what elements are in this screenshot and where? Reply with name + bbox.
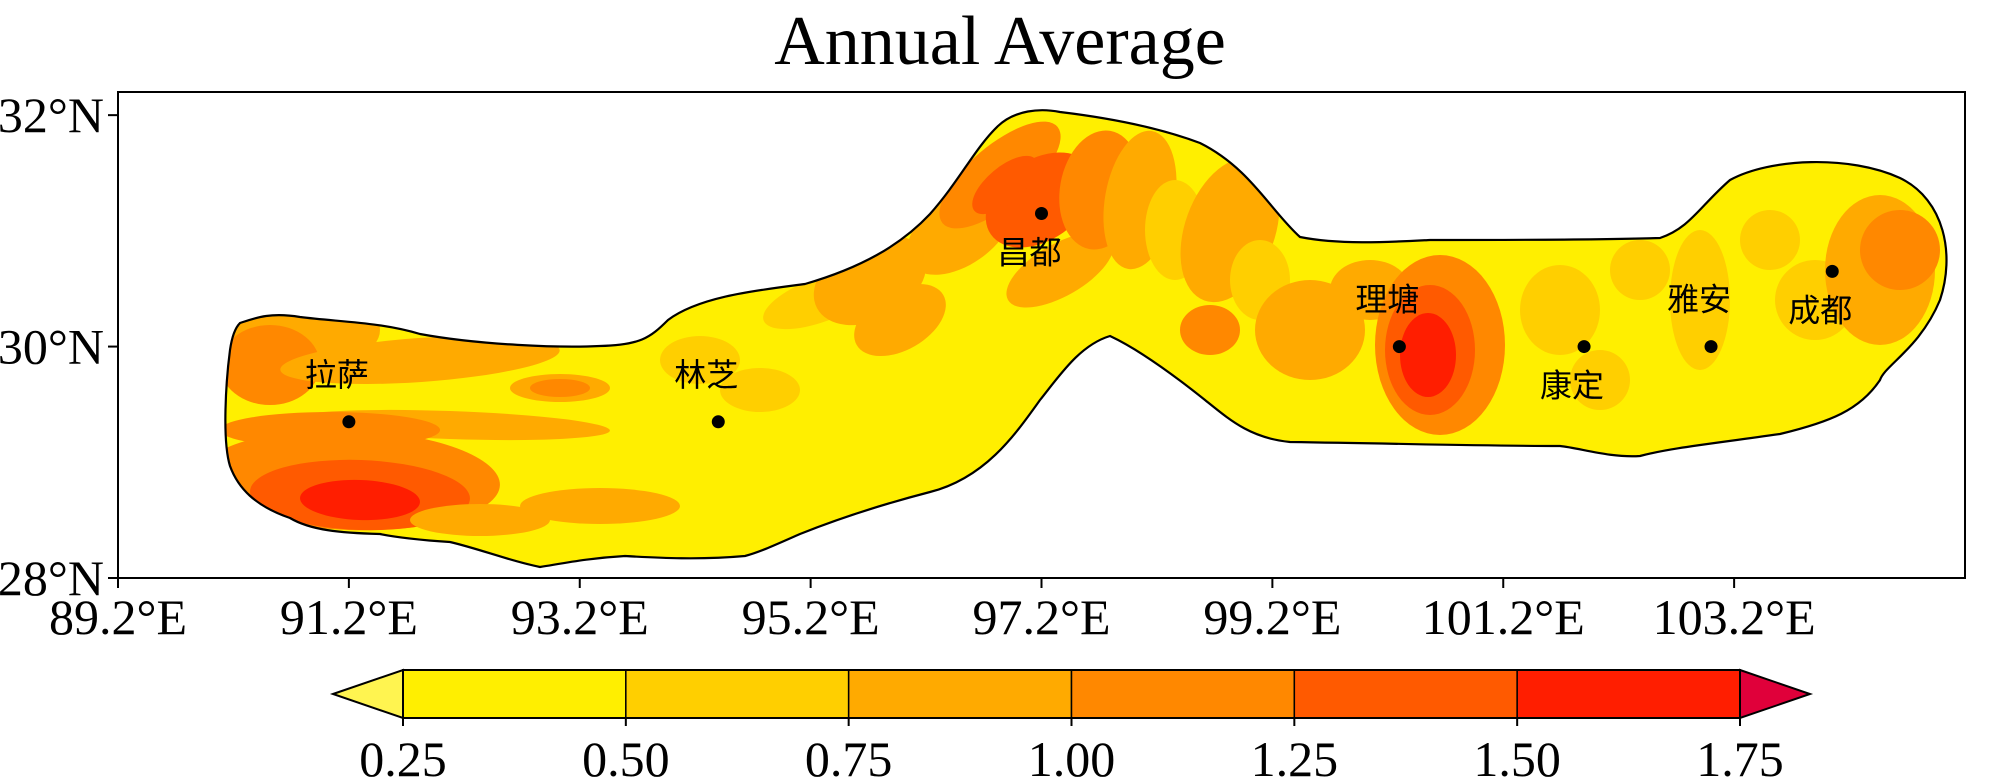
lon-tick-label: 101.2°E — [1422, 589, 1585, 645]
city-marker — [342, 415, 356, 429]
field-blob — [972, 155, 1038, 215]
colorbar-tick-label: 1.00 — [1028, 731, 1116, 783]
field-blob — [410, 504, 550, 536]
field-blob — [520, 488, 680, 524]
colorbar-under-arrow — [329, 668, 404, 720]
city-label: 昌都 — [997, 234, 1061, 272]
field-blob — [530, 379, 590, 397]
lon-tick-label: 95.2°E — [742, 589, 880, 645]
field-blob — [1520, 265, 1600, 355]
city-marker — [1825, 264, 1839, 278]
city-marker — [1392, 340, 1406, 354]
field-blob — [660, 336, 740, 384]
city-label: 康定 — [1540, 367, 1604, 405]
colorbar-tick-label: 0.50 — [582, 731, 670, 783]
field-blob — [1400, 313, 1456, 397]
lat-tick-label: 30°N — [0, 319, 104, 375]
city-label: 拉萨 — [305, 356, 369, 394]
city-label: 理塘 — [1355, 281, 1419, 319]
city-label: 雅安 — [1667, 281, 1731, 319]
lat-tick-label: 32°N — [0, 87, 104, 143]
city-marker — [1704, 340, 1718, 354]
lat-tick-label: 28°N — [0, 550, 104, 606]
city-marker — [711, 415, 725, 429]
city-label: 成都 — [1788, 291, 1852, 329]
field-blob — [1740, 210, 1800, 270]
field-blob — [300, 479, 420, 521]
region-border — [224, 109, 1948, 569]
colorbar-tick-label: 0.25 — [359, 731, 447, 783]
region-outline — [224, 109, 1948, 569]
colorbar-tick-label: 1.25 — [1251, 731, 1339, 783]
lon-tick-label: 91.2°E — [280, 589, 418, 645]
field-blob — [1670, 230, 1730, 370]
colorbar-tick-label: 0.75 — [805, 731, 893, 783]
field-blob — [1570, 350, 1630, 410]
field-blob — [1610, 240, 1670, 300]
lon-tick-label: 99.2°E — [1203, 589, 1341, 645]
colorbar: 0.25 0.50 0.75 1.00 1.25 1.50 1.75 — [329, 668, 1814, 783]
field-blob — [1006, 232, 1114, 308]
colorbar-over-arrow — [1739, 668, 1814, 720]
field-blob — [225, 325, 320, 405]
colorbar-segment — [1516, 669, 1741, 719]
field-blob — [280, 335, 560, 385]
colorbar-segment — [1070, 669, 1296, 719]
field-blob — [720, 368, 800, 412]
lon-tick-label: 93.2°E — [511, 589, 649, 645]
colorbar-tick-label: 1.75 — [1696, 731, 1784, 783]
map-title: Annual Average — [774, 3, 1226, 80]
city-marker — [1035, 207, 1048, 220]
lon-tick-label: 103.2°E — [1653, 589, 1816, 645]
city-marker — [1577, 340, 1591, 354]
field-blob — [1180, 305, 1240, 355]
colorbar-segment — [847, 669, 1073, 719]
colorbar-segment — [402, 669, 627, 719]
axis-ticks: 89.2°E 91.2°E 93.2°E 95.2°E 97.2°E 99.2°E 101.… — [0, 87, 1816, 645]
field-blob — [854, 283, 946, 357]
lon-tick-label: 97.2°E — [972, 589, 1110, 645]
lon-tick-label: 89.2°E — [49, 589, 187, 645]
field-blob — [1860, 210, 1940, 290]
city-label: 林芝 — [674, 356, 738, 394]
colorbar-segment — [625, 669, 850, 719]
colorbar-tick-label: 1.50 — [1473, 731, 1561, 783]
colorbar-segment — [1293, 669, 1518, 719]
